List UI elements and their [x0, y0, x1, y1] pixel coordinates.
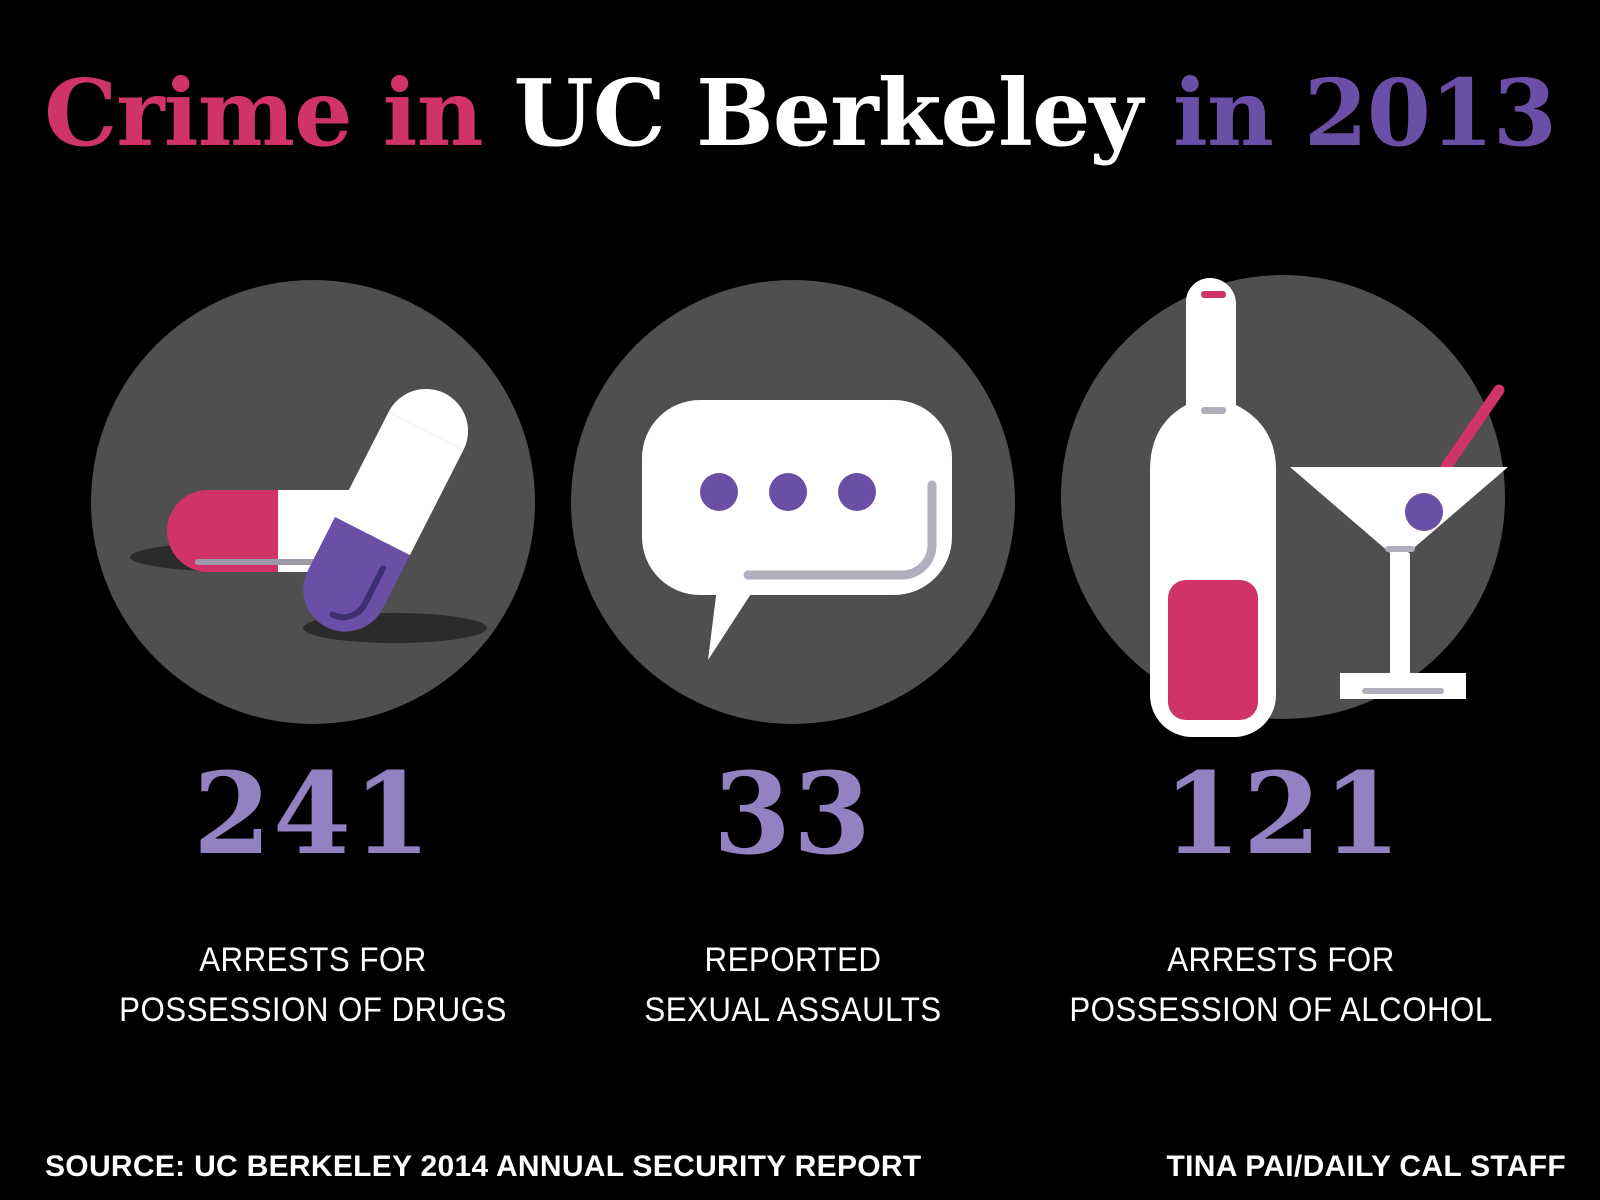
stat-number-sexual-assaults: 33 [713, 749, 873, 880]
speech-bubble-icon [571, 280, 1015, 724]
title-part-crime-in: Crime in [44, 59, 514, 167]
stat-label-drugs: ARRESTS FOR POSSESSION OF DRUGS [92, 935, 534, 1035]
stat-label-line: REPORTED [704, 941, 882, 979]
title-part-uc-berkeley: UC Berkeley [513, 59, 1143, 167]
stat-label-line: ARRESTS FOR [1167, 941, 1395, 979]
title-part-in-2013: in 2013 [1141, 59, 1557, 167]
source-note: SOURCE: UC BERKELEY 2014 ANNUAL SECURITY… [45, 1150, 922, 1183]
stat-label-line: SEXUAL ASSAULTS [644, 991, 942, 1029]
stat-label-alcohol: ARRESTS FOR POSSESSION OF ALCOHOL [1060, 935, 1502, 1035]
stat-label-sexual-assaults: REPORTED SEXUAL ASSAULTS [572, 935, 1014, 1035]
stat-label-line: ARRESTS FOR [199, 941, 427, 979]
stat-number-alcohol: 121 [1163, 749, 1403, 880]
stat-number-drugs: 241 [193, 749, 433, 880]
stat-label-line: POSSESSION OF ALCOHOL [1069, 991, 1493, 1029]
bottle-and-martini-icon [1061, 275, 1508, 737]
credit-note: TINA PAI/DAILY CAL STAFF [1166, 1150, 1566, 1183]
stat-label-line: POSSESSION OF DRUGS [119, 991, 507, 1029]
infographic-title: Crime in UC Berkeley in 2013 [0, 58, 1600, 168]
pills-icon [91, 280, 535, 724]
